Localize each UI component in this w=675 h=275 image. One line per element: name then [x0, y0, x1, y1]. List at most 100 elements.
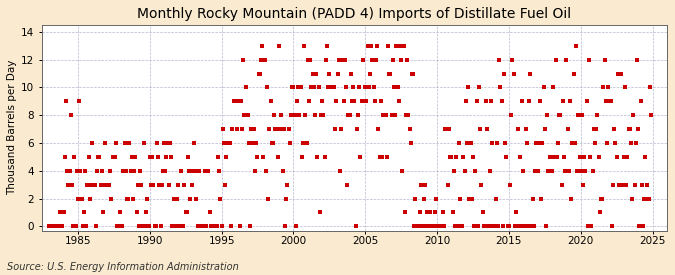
Point — [302, 57, 313, 62]
Point — [221, 155, 232, 159]
Point — [428, 224, 439, 229]
Point — [451, 155, 462, 159]
Point — [513, 127, 524, 131]
Point — [454, 196, 465, 201]
Point — [69, 155, 80, 159]
Point — [369, 99, 380, 103]
Point — [325, 85, 336, 90]
Point — [520, 127, 531, 131]
Point — [538, 85, 549, 90]
Point — [585, 155, 595, 159]
Point — [504, 224, 514, 229]
Point — [543, 169, 554, 173]
Point — [210, 224, 221, 229]
Point — [105, 169, 115, 173]
Point — [267, 141, 277, 145]
Point — [545, 169, 556, 173]
Point — [403, 113, 414, 117]
Point — [453, 141, 464, 145]
Point — [475, 127, 485, 131]
Point — [358, 57, 369, 62]
Point — [103, 182, 113, 187]
Point — [148, 182, 159, 187]
Point — [146, 155, 157, 159]
Point — [435, 224, 446, 229]
Point — [109, 155, 119, 159]
Point — [630, 141, 641, 145]
Point — [213, 155, 223, 159]
Point — [261, 169, 271, 173]
Point — [551, 155, 562, 159]
Point — [107, 155, 118, 159]
Point — [265, 99, 276, 103]
Point — [160, 169, 171, 173]
Point — [609, 127, 620, 131]
Point — [391, 43, 402, 48]
Point — [646, 113, 657, 117]
Point — [63, 182, 74, 187]
Point — [481, 99, 491, 103]
Point — [215, 196, 225, 201]
Point — [112, 224, 123, 229]
Point — [502, 224, 513, 229]
Point — [207, 224, 217, 229]
Point — [556, 182, 567, 187]
Point — [46, 224, 57, 229]
Point — [173, 182, 184, 187]
Point — [179, 182, 190, 187]
Point — [275, 127, 286, 131]
Point — [120, 169, 131, 173]
Point — [134, 224, 144, 229]
Point — [56, 210, 67, 215]
Point — [463, 85, 474, 90]
Point — [624, 127, 635, 131]
Point — [606, 224, 617, 229]
Point — [514, 155, 525, 159]
Point — [141, 210, 152, 215]
Text: Source: U.S. Energy Information Administration: Source: U.S. Energy Information Administ… — [7, 262, 238, 272]
Point — [524, 99, 535, 103]
Point — [231, 99, 242, 103]
Point — [641, 182, 652, 187]
Point — [521, 141, 532, 145]
Point — [313, 85, 324, 90]
Point — [576, 113, 587, 117]
Point — [126, 155, 137, 159]
Point — [505, 182, 516, 187]
Point — [483, 224, 494, 229]
Point — [402, 57, 412, 62]
Point — [269, 113, 279, 117]
Point — [137, 224, 148, 229]
Point — [236, 99, 246, 103]
Point — [135, 169, 146, 173]
Point — [100, 141, 111, 145]
Point — [599, 57, 610, 62]
Point — [464, 196, 475, 201]
Point — [310, 71, 321, 76]
Point — [439, 224, 450, 229]
Point — [211, 224, 222, 229]
Point — [615, 71, 626, 76]
Point — [284, 127, 294, 131]
Point — [162, 141, 173, 145]
Point — [612, 71, 623, 76]
Point — [470, 169, 481, 173]
Point — [183, 155, 194, 159]
Point — [485, 99, 496, 103]
Point — [427, 224, 437, 229]
Point — [262, 85, 273, 90]
Point — [377, 155, 387, 159]
Point — [348, 85, 358, 90]
Point — [306, 85, 317, 90]
Point — [420, 182, 431, 187]
Point — [550, 57, 561, 62]
Point — [233, 99, 244, 103]
Point — [225, 224, 236, 229]
Point — [448, 169, 459, 173]
Point — [335, 169, 346, 173]
Point — [343, 113, 354, 117]
Point — [159, 141, 169, 145]
Point — [198, 224, 209, 229]
Point — [404, 127, 415, 131]
Point — [236, 127, 247, 131]
